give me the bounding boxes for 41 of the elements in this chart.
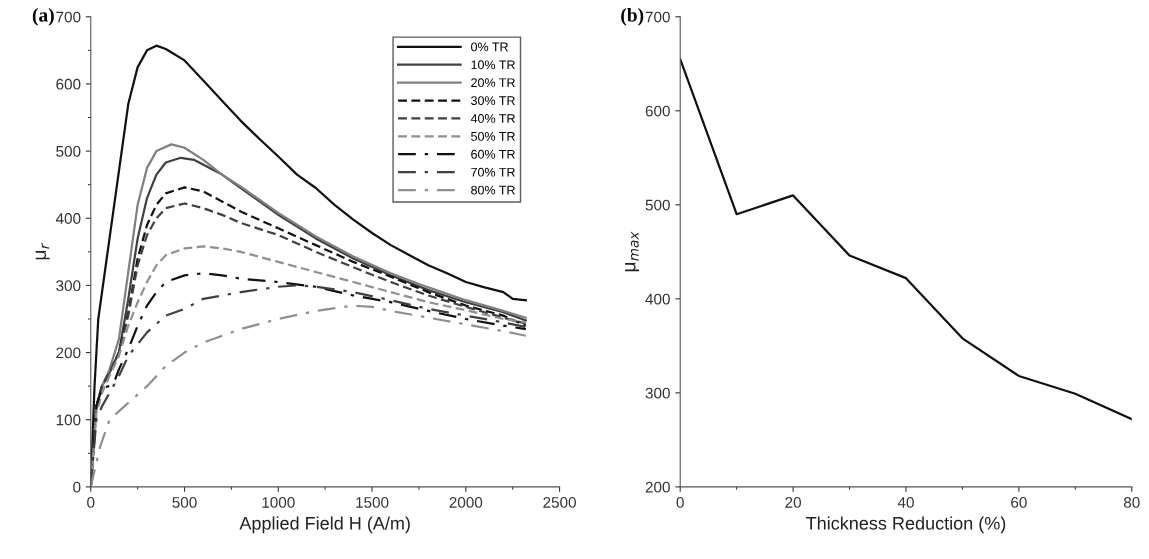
y-tick-label: 100 <box>56 414 81 426</box>
x-tick-label: 1500 <box>356 497 389 508</box>
x-tick-label: 2000 <box>449 497 483 508</box>
legend-label: 10% TR <box>471 60 515 70</box>
y-tick-label: 500 <box>56 145 81 157</box>
y-tick-label: 0 <box>73 481 81 493</box>
chart-title: (b) <box>621 7 644 26</box>
x-tick-label: 2500 <box>543 497 576 508</box>
legend-label: 80% TR <box>471 185 515 195</box>
y-tick-label: 200 <box>56 347 81 359</box>
legend-label: 70% TR <box>471 167 515 177</box>
x-tick-label: 0 <box>676 497 684 508</box>
x-tick-label: 60 <box>1011 497 1027 508</box>
x-tick-label: 1000 <box>262 497 295 508</box>
x-tick-label: 500 <box>172 497 197 508</box>
y-tick-label: 600 <box>56 78 81 90</box>
y-tick-label: 300 <box>645 387 670 399</box>
y-tick-label: 400 <box>645 293 670 305</box>
y-tick-label: 700 <box>56 11 81 23</box>
y-tick-label: 300 <box>56 280 81 292</box>
line-series <box>680 57 1132 421</box>
legend-label: 30% TR <box>471 96 515 106</box>
legend-label: 40% TR <box>470 114 515 123</box>
legend-label: 50% TR <box>471 131 515 141</box>
y-tick-label: 700 <box>645 11 670 23</box>
y-axis-title: μ$_{max}$ <box>625 231 640 272</box>
y-tick-label: 400 <box>55 213 81 224</box>
y-tick-label: 500 <box>645 199 670 211</box>
x-tick-label: 80 <box>1123 497 1140 508</box>
y-tick-label: 600 <box>645 105 670 117</box>
y-axis-title: μ$_{r}$ <box>35 242 50 260</box>
x-axis-title: Applied Field H (A/m) <box>239 516 410 534</box>
x-tick-label: 40 <box>897 497 914 508</box>
legend-label: 0% TR <box>471 42 508 52</box>
legend-label: 20% TR <box>471 78 515 88</box>
chart-title: (a) <box>32 7 54 26</box>
x-tick-label: 20 <box>785 497 801 508</box>
x-axis-title: Thickness Reduction (%) <box>806 516 1006 534</box>
legend-label: 60% TR <box>471 149 515 159</box>
y-tick-label: 200 <box>645 481 670 493</box>
x-tick-label: 0 <box>87 497 95 508</box>
